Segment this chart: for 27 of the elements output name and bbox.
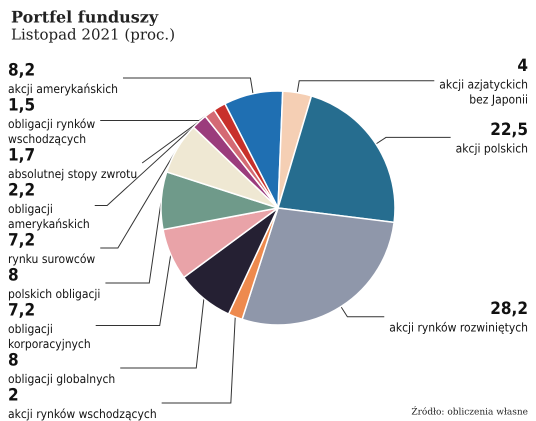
slice-label: akcji polskich	[456, 141, 528, 156]
data-label: 4	[517, 56, 528, 76]
slice-label: akcji rynków wschodzących	[8, 407, 157, 421]
data-label: 7,2	[8, 230, 36, 250]
data-label: 2	[8, 386, 19, 406]
slice-label: obligacji rynków wschodzących	[8, 117, 96, 146]
text: Źródło: obliczenia własne	[411, 406, 528, 418]
slice-label: akcji rynków rozwiniętych	[389, 320, 528, 335]
slice-label: absolutnej stopy zwrotu	[8, 167, 138, 181]
chart-subtitle: Listopad 2021 (proc.)	[11, 26, 176, 44]
slice-label: obligacji globalnych	[8, 372, 116, 386]
slice-label: akcji azjatyckich bez Japonii	[439, 77, 528, 106]
slice-label: rynku surowców	[8, 252, 96, 266]
slice-label: obligacji amerykańskich	[8, 202, 90, 231]
slice-label: obligacji korporacyjnych	[8, 322, 91, 351]
data-label: 22,5	[490, 120, 528, 140]
data-label: 2,2	[8, 180, 36, 200]
data-label: 7,2	[8, 300, 36, 320]
data-label: 8	[8, 266, 19, 286]
data-label: 28,2	[490, 299, 528, 320]
data-label: 1,7	[8, 146, 36, 166]
data-label: 8	[8, 350, 19, 370]
slice-label: polskich obligacji	[8, 287, 100, 301]
chart-title: Portfel funduszy	[11, 8, 159, 26]
data-label: 8,2	[8, 60, 36, 80]
slice-label: akcji amerykańskich	[8, 82, 118, 96]
data-label: 1,5	[8, 96, 36, 116]
